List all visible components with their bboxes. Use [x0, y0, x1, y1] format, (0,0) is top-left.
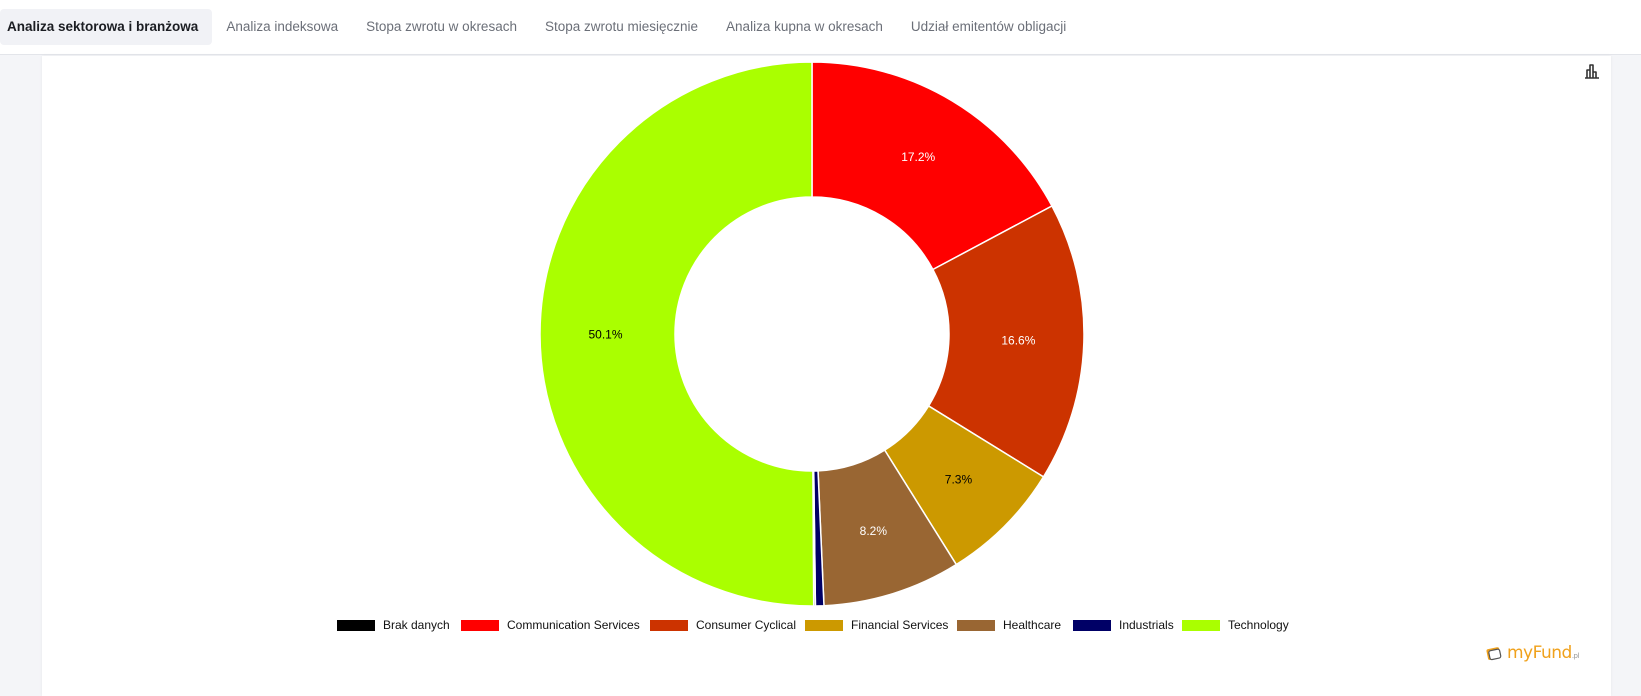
logo-text: myFund — [1507, 643, 1572, 663]
legend-item-technology[interactable]: Technology — [1182, 618, 1289, 632]
legend-swatch — [957, 619, 995, 631]
legend-swatch — [1073, 619, 1111, 631]
tab-5[interactable]: Udział emitentów obligacji — [910, 19, 1067, 34]
legend-swatch — [337, 619, 375, 631]
legend-swatch — [461, 619, 499, 631]
legend-swatch — [805, 619, 843, 631]
legend-label: Communication Services — [507, 618, 640, 632]
legend-label: Healthcare — [1003, 618, 1062, 632]
tab-3[interactable]: Stopa zwrotu miesięcznie — [544, 19, 699, 34]
data-label-communication-services: 17.2% — [901, 150, 935, 164]
brand-logo: myFund.pl — [1485, 643, 1579, 663]
wallet-icon — [1486, 647, 1502, 661]
tab-0[interactable]: Analiza sektorowa i branżowa — [0, 9, 213, 45]
legend-item-communication-services[interactable]: Communication Services — [461, 618, 640, 632]
legend-label: Consumer Cyclical — [696, 618, 797, 632]
legend-item-financial-services[interactable]: Financial Services — [805, 618, 948, 632]
legend-swatch — [650, 619, 688, 631]
donut-chart: 17.2% 16.6% 7.3% 8.2% 50.1% — [539, 61, 1085, 607]
tab-1[interactable]: Analiza indeksowa — [226, 19, 339, 34]
data-label-consumer-cyclical: 16.6% — [1001, 333, 1035, 347]
chart-menu-icon[interactable] — [1582, 61, 1602, 81]
data-label-healthcare: 8.2% — [860, 524, 888, 538]
slice-consumer-cyclical[interactable] — [927, 204, 1085, 478]
legend-label: Financial Services — [851, 618, 949, 632]
tab-bar: Analiza sektorowa i branżowa Analiza inde… — [0, 0, 1641, 55]
logo-suffix: .pl — [1571, 652, 1580, 660]
legend-label: Brak danych — [383, 618, 450, 632]
legend-item-brak-danych[interactable]: Brak danych — [337, 618, 450, 632]
legend-label: Technology — [1228, 618, 1289, 632]
legend-swatch — [1182, 619, 1220, 631]
legend-item-healthcare[interactable]: Healthcare — [957, 618, 1061, 632]
chart-legend: Brak danych Communication Services Consume… — [0, 618, 1641, 638]
data-label-financial-services: 7.3% — [945, 473, 973, 487]
tab-4[interactable]: Analiza kupna w okresach — [726, 19, 883, 34]
slice-technology[interactable] — [539, 61, 815, 607]
legend-label: Industrials — [1119, 618, 1174, 632]
tab-2[interactable]: Stopa zwrotu w okresach — [366, 19, 517, 34]
legend-item-industrials[interactable]: Industrials — [1073, 618, 1174, 632]
slice-communication-services[interactable] — [811, 61, 1053, 271]
data-label-technology: 50.1% — [588, 328, 622, 342]
legend-item-consumer-cyclical[interactable]: Consumer Cyclical — [650, 618, 796, 632]
